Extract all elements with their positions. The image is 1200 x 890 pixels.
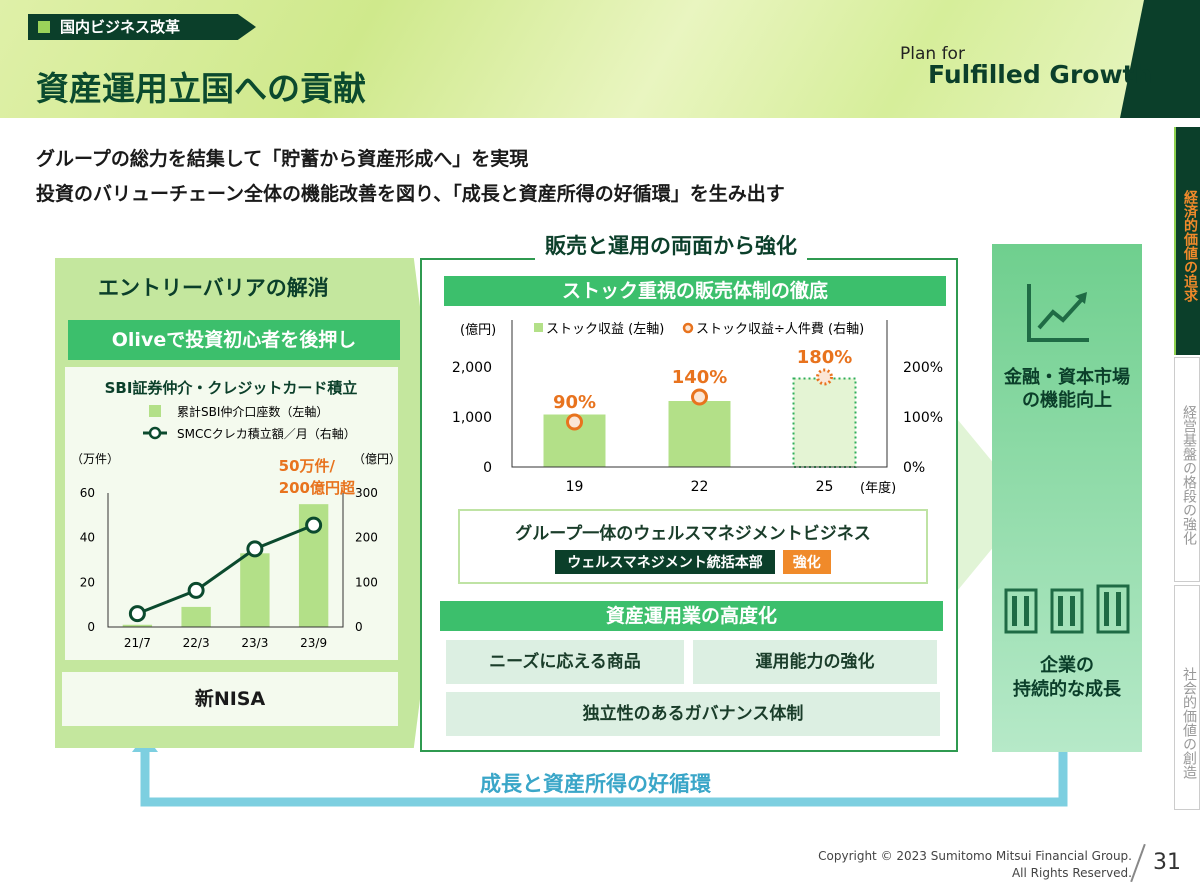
axes xyxy=(107,493,344,628)
data-label: 180% xyxy=(797,347,853,368)
y-left-label: (億円) xyxy=(460,322,496,338)
y-right-label: （億円） xyxy=(353,452,398,466)
y-left-tick: 0 xyxy=(87,620,95,634)
y-right-tick: 100 xyxy=(355,575,378,589)
item-governance: 独立性のあるガバナンス体制 xyxy=(446,692,940,736)
y-left-tick: 20 xyxy=(80,575,95,589)
corporate-growth-text: 企業の 持続的な成長 xyxy=(1013,655,1121,701)
x-tick: 23/3 xyxy=(241,636,268,650)
capital-market-text: 金融・資本市場 の機能向上 xyxy=(1004,367,1130,412)
marker-25 xyxy=(816,368,833,386)
y-left-tick: 1,000 xyxy=(452,410,492,426)
tab-economic-value[interactable]: 経済的価値の追求 xyxy=(1174,127,1200,355)
section-tag-label: 国内ビジネス改革 xyxy=(60,18,181,36)
x-tick: 25 xyxy=(816,479,834,495)
bar-23/3 xyxy=(240,553,270,627)
stock-sales-bar: ストック重視の販売体制の徹底 xyxy=(444,276,946,306)
strengthen-badge: 強化 xyxy=(782,550,831,574)
tab-social-value[interactable]: 社会的価値の創造 xyxy=(1174,585,1200,810)
page-divider xyxy=(1130,843,1146,883)
y-left-tick: 60 xyxy=(80,486,95,500)
line-point-23/3 xyxy=(246,540,264,558)
tab-management-base[interactable]: 経営基盤の格段の強化 xyxy=(1174,357,1200,582)
x-tick: 23/9 xyxy=(300,636,327,650)
legend-line-label: SMCCクレカ積立額／月（右軸） xyxy=(177,426,356,441)
line-point-23/9 xyxy=(305,516,323,534)
asset-management-bar: 資産運用業の高度化 xyxy=(440,601,943,631)
legend-bar-swatch xyxy=(534,323,543,332)
annotation-line2: 200億円超 xyxy=(279,479,356,497)
wealth-dept-label: ウェルスマネジメント統括本部 xyxy=(555,550,775,574)
x-tick: 22/3 xyxy=(183,636,210,650)
cycle-label: 成長と資産所得の好循環 xyxy=(480,772,711,796)
buildings-icon xyxy=(1004,584,1130,634)
data-label: 140% xyxy=(672,367,728,388)
bar-25 xyxy=(792,377,857,468)
logo-line2: Fulfilled Growth xyxy=(928,60,1153,89)
y-right-tick: 0% xyxy=(903,460,925,476)
growth-chart-icon xyxy=(1027,284,1089,342)
page-number: 31 xyxy=(1153,850,1181,875)
x-tick: 21/7 xyxy=(124,636,151,650)
copyright-line2: All Rights Reserved. xyxy=(1011,865,1132,880)
chart-title: SBI証券仲介・クレジットカード積立 xyxy=(105,379,358,397)
y-right-tick: 300 xyxy=(355,486,378,500)
logo-line1: Plan for xyxy=(900,44,965,64)
legend-line-marker xyxy=(148,426,162,440)
copyright-line1: Copyright © 2023 Sumitomo Mitsui Financi… xyxy=(818,849,1132,863)
outcome-panel: 金融・資本市場 の機能向上 企業の 持続的な成長 xyxy=(992,244,1142,752)
axes xyxy=(511,320,888,468)
y-left-tick: 0 xyxy=(483,460,492,476)
line-series xyxy=(136,523,315,615)
data-label: 90% xyxy=(553,392,596,413)
middle-heading: 販売と運用の両面から強化 xyxy=(535,230,807,260)
subtitle-1: グループの総力を結集して「貯蓄から資産形成へ」を実現 xyxy=(36,148,529,170)
marker-22 xyxy=(691,388,708,406)
legend-marker-swatch xyxy=(682,322,694,334)
copyright: Copyright © 2023 Sumitomo Mitsui Financi… xyxy=(818,848,1132,882)
bar-21/7 xyxy=(122,624,153,627)
marker-19 xyxy=(566,413,583,431)
x-tick: 22 xyxy=(691,479,709,495)
stock-chart: (億円) ストック収益 (左軸) ストック収益÷人件費 (右軸) 0 0% 1,000 10… xyxy=(452,320,943,496)
x-label: (年度) xyxy=(860,480,896,496)
y-left-tick: 2,000 xyxy=(452,360,492,376)
y-left-tick: 40 xyxy=(80,531,95,545)
y-right-tick: 0 xyxy=(355,620,363,634)
legend-marker-label: ストック収益÷人件費 (右軸) xyxy=(696,322,864,337)
bar-22 xyxy=(668,401,731,467)
legend-bar-label: 累計SBI仲介口座数（左軸） xyxy=(177,404,328,419)
y-right-tick: 100% xyxy=(903,410,943,426)
line-point-22/3 xyxy=(187,581,205,599)
item-capability: 運用能力の強化 xyxy=(693,640,937,684)
left-title: エントリーバリアの解消 xyxy=(98,276,329,300)
line-point-21/7 xyxy=(128,605,146,623)
y-right-tick: 200 xyxy=(355,531,378,545)
square-icon xyxy=(38,21,50,33)
annotation-line1: 50万件/ xyxy=(279,457,336,475)
olive-banner: Oliveで投資初心者を後押し xyxy=(68,320,400,360)
wealth-title: グループ一体のウェルスマネジメントビジネス xyxy=(515,524,871,544)
item-products: ニーズに応える商品 xyxy=(446,640,684,684)
legend-bar-swatch xyxy=(149,405,161,417)
page-title: 資産運用立国への貢献 xyxy=(36,69,366,108)
wealth-box: グループ一体のウェルスマネジメントビジネス ウェルスマネジメント統括本部 強化 xyxy=(458,509,928,584)
x-tick: 19 xyxy=(566,479,584,495)
bar-22/3 xyxy=(181,606,211,627)
y-left-label: （万件） xyxy=(71,452,119,466)
y-right-tick: 200% xyxy=(903,360,943,376)
subtitle-2: 投資のバリューチェーン全体の機能改善を図り、「成長と資産所得の好循環」を生み出す xyxy=(36,183,785,205)
new-nisa-box: 新NISA xyxy=(62,672,398,726)
legend-bar-label: ストック収益 (左軸) xyxy=(546,322,664,337)
section-tag: 国内ビジネス改革 xyxy=(28,14,256,40)
